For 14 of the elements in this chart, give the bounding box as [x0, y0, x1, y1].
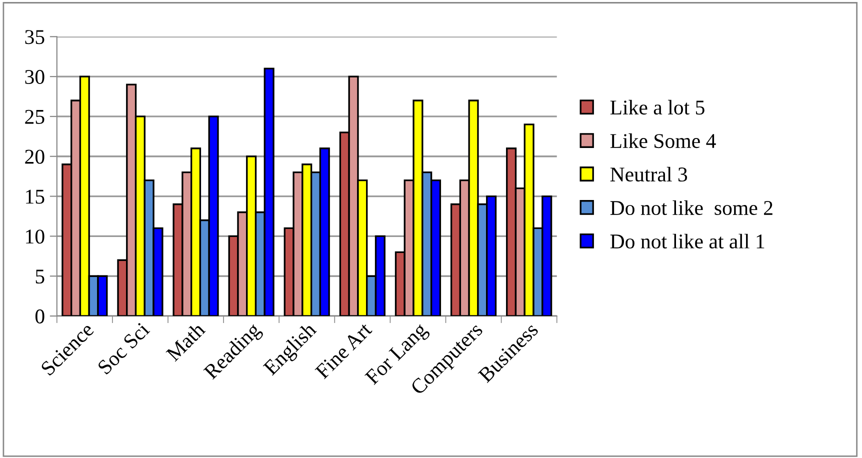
y-tick-label: 5 — [36, 270, 44, 284]
legend-label: Neutral 3 — [610, 166, 688, 182]
y-tick-label: 0 — [35, 309, 44, 324]
x-tick-label: Soc Sci — [97, 322, 150, 375]
y-tick-label: 30 — [25, 70, 44, 84]
y-tick-label: 15 — [26, 190, 44, 204]
legend-label: Like Some 4 — [610, 133, 716, 148]
y-tick-label: 10 — [26, 230, 44, 244]
legend-label: Do not like at all 1 — [610, 234, 764, 248]
y-tick-label: 20 — [25, 150, 44, 164]
legend-label: Like a lot 5 — [610, 100, 704, 115]
legend-label: Do not like some 2 — [610, 200, 772, 216]
y-tick-label: 25 — [25, 110, 44, 124]
y-tick-label: 35 — [25, 30, 44, 44]
